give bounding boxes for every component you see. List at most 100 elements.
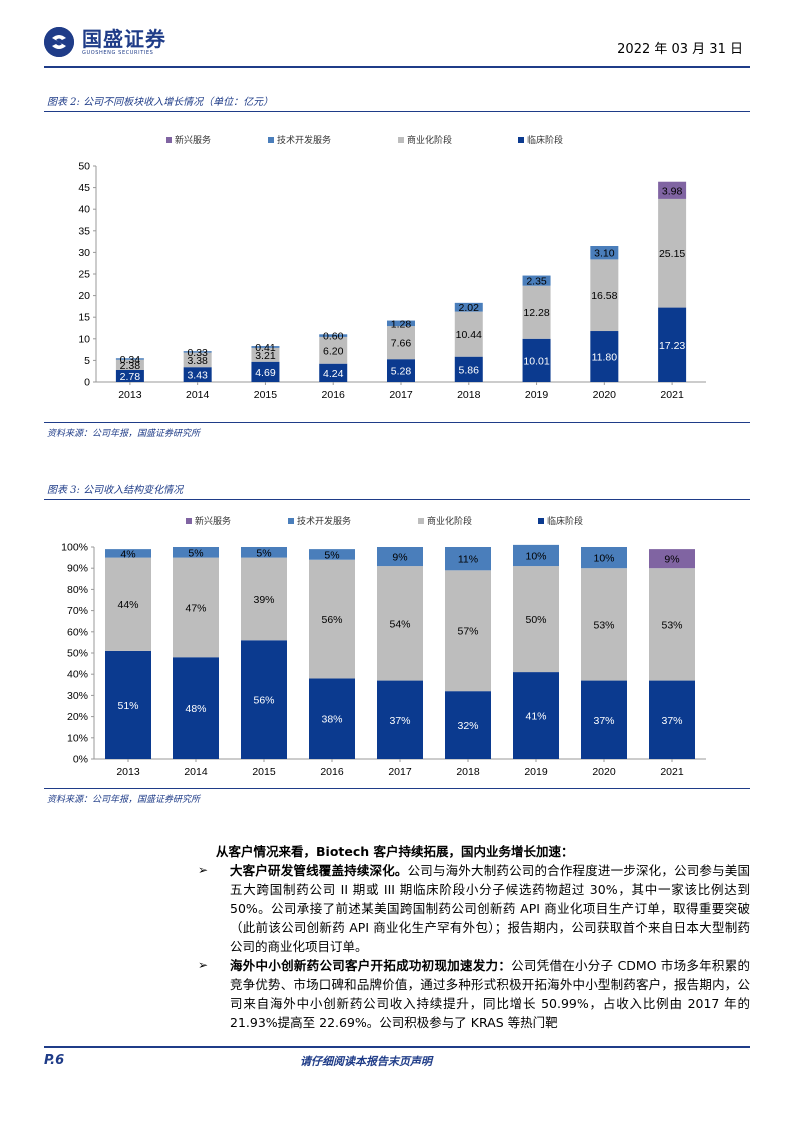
bar-segment	[445, 691, 491, 759]
data-label: 16.58	[591, 290, 617, 302]
bar-segment	[649, 680, 695, 759]
data-label: 54%	[389, 618, 410, 630]
data-label: 25.15	[659, 248, 685, 260]
data-label: 7.66	[391, 338, 412, 350]
data-label: 5%	[256, 547, 271, 559]
data-label: 3.38	[187, 355, 208, 367]
legend-label: 商业化阶段	[427, 515, 472, 526]
y-tick-label: 25	[78, 269, 90, 281]
data-label: 53%	[593, 619, 614, 631]
data-label: 2.35	[526, 276, 547, 288]
data-label: 12.28	[523, 307, 549, 319]
data-label: 1.28	[391, 318, 412, 330]
bar-segment	[649, 568, 695, 681]
data-label: 2.38	[120, 360, 141, 372]
x-tick-label: 2017	[389, 389, 413, 401]
y-tick-label: 45	[78, 182, 90, 194]
x-tick-label: 2017	[388, 766, 412, 778]
legend-label: 技术开发服务	[297, 515, 351, 526]
y-tick-label: 10%	[67, 732, 88, 744]
bar-segment	[581, 568, 627, 681]
bar-segment	[241, 640, 287, 759]
legend-label: 商业化阶段	[407, 134, 452, 145]
figure2-source: 资料来源：公司年报，国盛证券研究所	[47, 429, 201, 439]
bar-segment	[173, 557, 219, 658]
report-date: 2022 年 03 月 31 日	[617, 42, 743, 57]
legend-swatch	[418, 518, 424, 524]
data-label: 9%	[392, 552, 407, 564]
bar-segment	[590, 331, 619, 382]
bar-segment	[522, 338, 551, 382]
legend-swatch	[398, 137, 404, 143]
bar-segment	[115, 369, 144, 382]
data-label: 9%	[664, 554, 679, 566]
x-tick-label: 2013	[116, 766, 140, 778]
data-label: 10%	[593, 553, 614, 565]
p2-text: 公司凭借在小分子 CDMO 市场多年积累的竞争优势、市场口碑和品牌价值，通过多种…	[230, 958, 750, 1030]
x-tick-label: 2018	[457, 389, 481, 401]
company-sub: GUOSHENG SECURITIES	[82, 50, 154, 56]
bar-segment	[241, 547, 287, 558]
legend-swatch	[288, 518, 294, 524]
bar-segment	[454, 311, 483, 357]
data-label: 3.10	[594, 248, 615, 260]
data-label: 3.98	[662, 185, 683, 197]
y-tick-label: 60%	[67, 626, 88, 638]
data-label: 56%	[253, 695, 274, 707]
bar-segment	[445, 547, 491, 571]
data-label: 48%	[185, 703, 206, 715]
bar-segment	[173, 657, 219, 759]
data-label: 5%	[188, 547, 203, 559]
y-tick-label: 15	[78, 312, 90, 324]
page-number: P.6	[44, 1053, 65, 1068]
bullet-arrow-icon: ➢	[198, 958, 209, 972]
bar-segment	[183, 352, 212, 368]
bar-segment	[319, 336, 348, 364]
x-tick-label: 2014	[186, 389, 210, 401]
data-label: 51%	[117, 700, 138, 712]
bar-segment	[105, 650, 151, 759]
bar-segment	[513, 672, 559, 759]
bar-segment	[658, 181, 687, 199]
y-tick-label: 80%	[67, 584, 88, 596]
data-label: 47%	[185, 602, 206, 614]
bar-segment	[387, 326, 415, 360]
figure3-chart: 新兴服务 技术开发服务 商业化阶段 临床阶段 0% 10% 20% 30% 40% 50% 60% 7…	[61, 515, 706, 778]
data-label: 3.21	[255, 350, 276, 362]
bar-segment	[251, 347, 280, 362]
bar-segment	[581, 547, 627, 569]
bar-segment	[309, 549, 355, 560]
company-logo-icon	[44, 27, 74, 57]
data-label: 41%	[525, 711, 546, 723]
bar-segment	[183, 351, 212, 353]
x-tick-label: 2014	[184, 766, 208, 778]
data-label: 4.24	[323, 368, 344, 380]
data-label: 44%	[117, 599, 138, 611]
legend-swatch	[538, 518, 544, 524]
bullet-arrow-icon: ➢	[198, 863, 209, 877]
y-tick-label: 50	[78, 161, 90, 173]
y-tick-label: 20%	[67, 711, 88, 723]
x-tick-label: 2021	[660, 389, 684, 401]
figure3-top-rule	[44, 499, 750, 500]
x-tick-label: 2016	[322, 389, 346, 401]
data-label: 37%	[389, 715, 410, 727]
data-label: 0.60	[323, 331, 344, 343]
y-tick-label: 35	[78, 225, 90, 237]
x-tick-label: 2018	[456, 766, 480, 778]
y-tick-label: 40	[78, 204, 90, 216]
data-label: 0.41	[255, 342, 276, 354]
x-tick-label: 2020	[592, 766, 616, 778]
bar-segment	[454, 302, 483, 312]
body-section: 从客户情况来看，Biotech 客户持续拓展，国内业务增长加速： ➢ 大客户研发管…	[198, 842, 750, 1032]
y-tick-label: 50%	[67, 648, 88, 660]
data-label: 32%	[457, 720, 478, 732]
data-label: 11.80	[592, 352, 618, 364]
legend-swatch	[186, 518, 192, 524]
data-label: 3.43	[187, 370, 208, 382]
bar-segment	[183, 367, 212, 382]
data-label: 56%	[321, 614, 342, 626]
y-tick-label: 90%	[67, 563, 88, 575]
bullet-paragraph-2: ➢ 海外中小创新药公司客户开拓成功初现加速发力：公司凭借在小分子 CDMO 市场多…	[198, 956, 750, 1032]
legend-label: 新兴服务	[195, 515, 231, 526]
